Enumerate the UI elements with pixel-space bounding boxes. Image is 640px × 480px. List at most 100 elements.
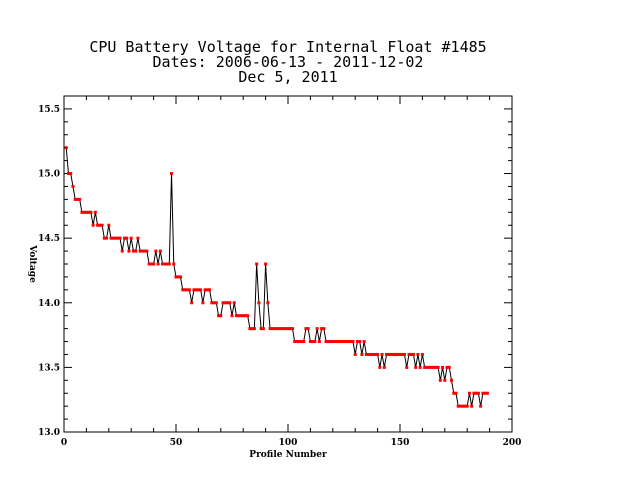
data-point <box>315 327 319 331</box>
data-point <box>385 352 389 356</box>
data-point <box>161 262 165 266</box>
data-point <box>232 301 236 305</box>
data-point <box>476 391 480 395</box>
data-point <box>89 210 93 214</box>
data-point <box>387 352 391 356</box>
data-point <box>400 352 404 356</box>
data-point <box>136 236 140 240</box>
data-point <box>64 146 68 150</box>
data-point <box>174 275 178 279</box>
data-point <box>369 352 373 356</box>
data-point <box>243 314 247 318</box>
data-point <box>268 327 272 331</box>
data-point <box>409 352 413 356</box>
data-point <box>326 340 330 344</box>
data-point <box>418 365 422 369</box>
data-point <box>152 262 156 266</box>
data-point <box>322 327 326 331</box>
data-point <box>394 352 398 356</box>
data-point <box>317 340 321 344</box>
data-point <box>98 223 102 227</box>
data-point <box>122 236 126 240</box>
data-point <box>467 391 471 395</box>
data-point <box>414 365 418 369</box>
title-line-3: Dec 5, 2011 <box>238 68 337 86</box>
data-point <box>461 404 465 408</box>
data-point <box>228 301 232 305</box>
data-point <box>277 327 281 331</box>
data-point <box>299 340 303 344</box>
data-point <box>324 340 328 344</box>
data-point <box>329 340 333 344</box>
data-point <box>190 301 194 305</box>
data-point <box>205 288 209 292</box>
data-point <box>118 236 122 240</box>
data-point <box>172 262 176 266</box>
data-point <box>376 352 380 356</box>
data-point <box>143 249 147 253</box>
data-point <box>346 340 350 344</box>
data-point <box>107 223 111 227</box>
data-point <box>273 327 277 331</box>
data-point <box>246 314 250 318</box>
y-tick-label: 15.0 <box>38 170 60 180</box>
data-point <box>286 327 290 331</box>
data-point <box>362 340 366 344</box>
data-point <box>226 301 230 305</box>
data-point <box>239 314 243 318</box>
data-point <box>230 314 234 318</box>
data-point <box>140 249 144 253</box>
data-point <box>223 301 227 305</box>
data-point <box>237 314 241 318</box>
data-point <box>120 249 124 253</box>
data-point <box>241 314 245 318</box>
data-point <box>178 275 182 279</box>
data-point <box>355 340 359 344</box>
x-tick-label: 100 <box>279 438 298 448</box>
data-point <box>335 340 339 344</box>
data-point <box>367 352 371 356</box>
data-point <box>288 327 292 331</box>
data-point <box>187 288 191 292</box>
data-point <box>111 236 115 240</box>
y-tick-label: 13.0 <box>38 428 60 438</box>
data-point <box>371 352 375 356</box>
data-point <box>105 236 109 240</box>
data-point <box>149 262 153 266</box>
data-point <box>275 327 279 331</box>
data-point <box>217 314 221 318</box>
data-point <box>134 249 138 253</box>
data-point <box>66 172 70 176</box>
data-point <box>358 340 362 344</box>
x-tick-label: 200 <box>503 438 522 448</box>
data-point <box>483 391 487 395</box>
x-tick-label: 50 <box>170 438 183 448</box>
data-point <box>479 404 483 408</box>
data-point <box>450 378 454 382</box>
y-tick-label: 13.5 <box>38 363 60 373</box>
data-point <box>302 340 306 344</box>
data-point <box>333 340 337 344</box>
axis-tick-labels: 0 50 100 150 200 13.0 13.5 14.0 14.5 15.0 15.5 <box>38 105 521 448</box>
data-point <box>210 301 214 305</box>
data-point <box>71 184 75 188</box>
title-line-1: CPU Battery Voltage for Internal Float #… <box>89 38 486 56</box>
data-point <box>398 352 402 356</box>
data-point <box>91 223 95 227</box>
data-point <box>84 210 88 214</box>
data-point <box>78 197 82 201</box>
data-point <box>154 249 158 253</box>
data-point <box>456 404 460 408</box>
data-point <box>320 327 324 331</box>
data-point <box>434 365 438 369</box>
data-point <box>250 327 254 331</box>
data-point <box>402 352 406 356</box>
data-point <box>167 262 171 266</box>
data-point <box>311 340 315 344</box>
data-point <box>308 340 312 344</box>
data-point <box>279 327 283 331</box>
x-tick-label: 150 <box>391 438 410 448</box>
data-point <box>463 404 467 408</box>
data-point <box>338 340 342 344</box>
